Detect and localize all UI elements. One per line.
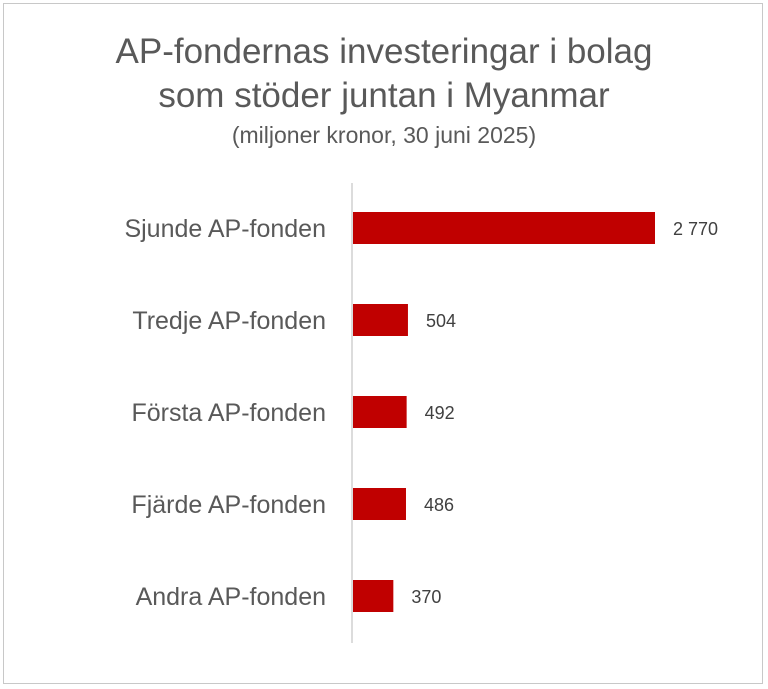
chart-frame: [3, 3, 763, 684]
value-label: 504: [426, 311, 456, 331]
category-label: Andra AP-fonden: [136, 583, 326, 611]
bar: [353, 396, 407, 428]
chart-title-line-2: som stöder juntan i Myanmar: [158, 76, 610, 115]
chart-subtitle: (miljoner kronor, 30 juni 2025): [231, 122, 537, 148]
value-label: 486: [424, 495, 454, 515]
chart-title-line-1: AP-fondernas investeringar i bolag: [115, 32, 653, 71]
category-label: Första AP-fonden: [131, 399, 326, 427]
bar: [353, 212, 655, 244]
value-label: 492: [425, 403, 455, 423]
bar: [353, 304, 408, 336]
category-label: Tredje AP-fonden: [132, 307, 326, 335]
value-label: 370: [411, 587, 441, 607]
chart-title: AP-fondernas investeringar i bolag som s…: [0, 30, 768, 118]
bar: [353, 580, 394, 612]
value-label: 2 770: [673, 219, 718, 239]
category-label: Fjärde AP-fonden: [131, 491, 326, 519]
category-label: Sjunde AP-fonden: [124, 215, 326, 243]
bar: [353, 488, 406, 520]
